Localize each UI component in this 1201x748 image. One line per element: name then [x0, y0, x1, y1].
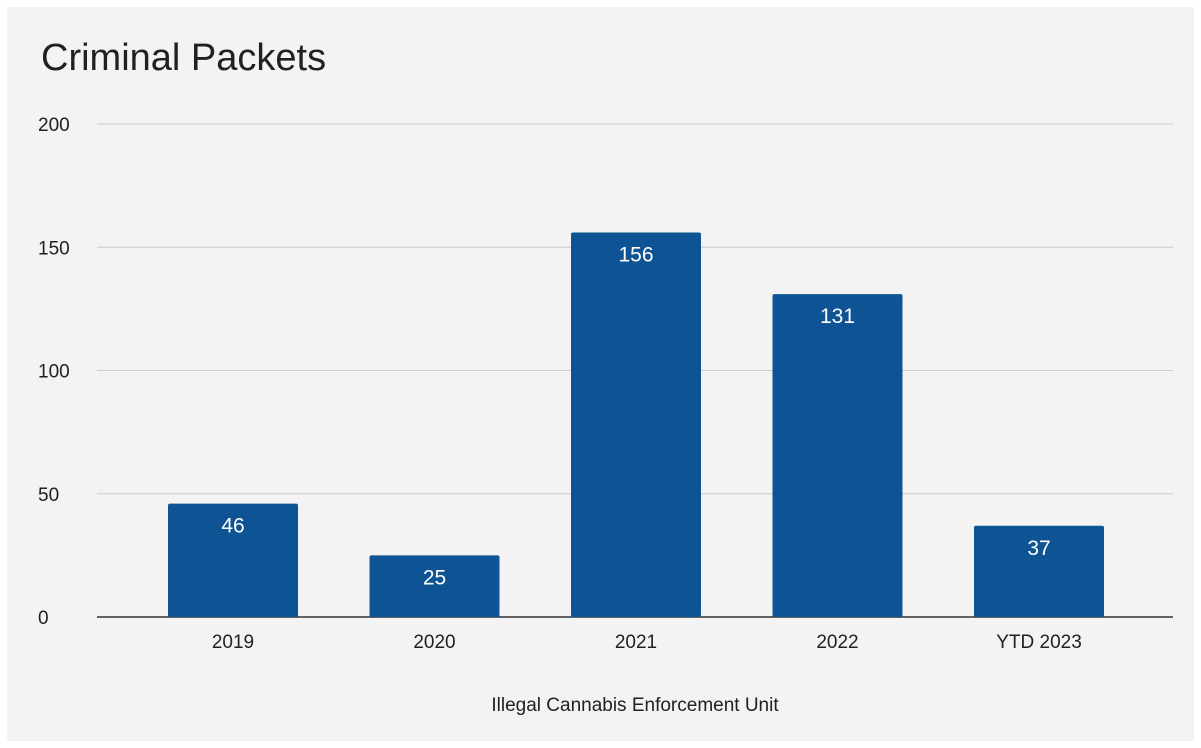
- x-tick-label: 2019: [212, 632, 254, 653]
- chart-title: Criminal Packets: [41, 37, 327, 79]
- y-tick-label: 50: [38, 485, 59, 506]
- y-tick-label: 100: [38, 362, 70, 383]
- bar-2022: [772, 294, 903, 617]
- x-tick-label: 2021: [615, 632, 657, 653]
- bar-2021: [571, 232, 701, 617]
- x-axis-title: Illegal Cannabis Enforcement Unit: [491, 695, 779, 716]
- bar-2019: [168, 503, 298, 617]
- bar-ytd-2023: [974, 525, 1104, 617]
- y-tick-label: 0: [38, 608, 49, 629]
- bars: [168, 232, 1104, 617]
- y-tick-label: 150: [38, 238, 70, 259]
- y-tick-label: 200: [38, 115, 70, 136]
- bar-2020: [369, 555, 500, 617]
- x-tick-label: YTD 2023: [996, 632, 1082, 653]
- data-labels: 46 25 156 131 37: [221, 243, 1050, 589]
- data-label: 25: [423, 566, 446, 589]
- data-label: 156: [618, 243, 653, 266]
- y-axis-tick-labels: 0 50 100 150 200: [38, 115, 70, 629]
- x-tick-label: 2020: [413, 632, 455, 653]
- data-label: 131: [820, 305, 855, 328]
- data-label: 37: [1027, 537, 1050, 560]
- data-label: 46: [221, 515, 244, 538]
- x-tick-label: 2022: [816, 632, 858, 653]
- x-axis-tick-labels: 2019 2020 2021 2022 YTD 2023: [212, 632, 1082, 653]
